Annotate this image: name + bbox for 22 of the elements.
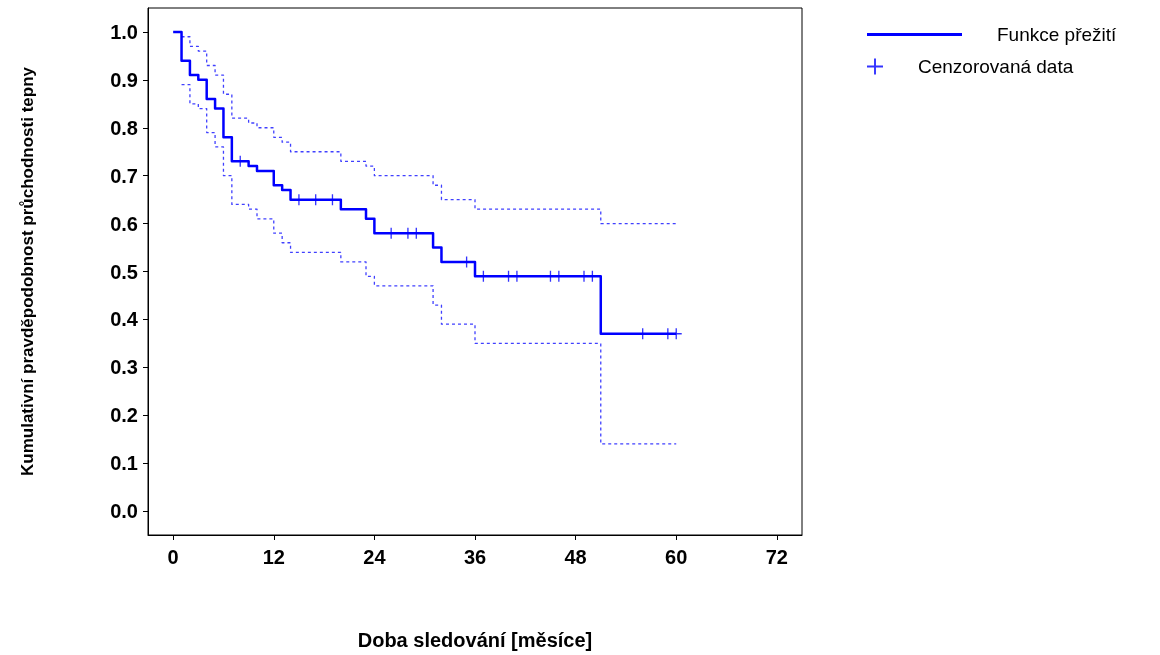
x-tick-label: 0 <box>167 546 179 568</box>
x-axis-title: Doba sledování [měsíce] <box>357 629 593 651</box>
legend-label: Cenzorovaná data <box>918 56 1074 77</box>
x-tick-label: 48 <box>564 546 587 568</box>
y-tick-label: 0.9 <box>110 68 138 91</box>
y-tick-label: 0.3 <box>110 356 138 379</box>
y-tick-label: 0.8 <box>110 116 138 139</box>
y-tick-label: 0.0 <box>110 500 138 523</box>
y-tick-label: 0.4 <box>110 308 139 331</box>
x-tick-label: 24 <box>363 546 387 568</box>
y-tick-label: 1.0 <box>110 20 138 43</box>
y-tick-label: 0.7 <box>110 164 138 187</box>
x-tick-label: 60 <box>665 546 688 568</box>
y-tick-label: 0.5 <box>110 260 138 283</box>
y-tick-label: 0.6 <box>110 212 138 235</box>
y-tick-label: 0.1 <box>110 452 138 475</box>
legend-label: Funkce přežití <box>997 24 1118 45</box>
x-tick-label: 36 <box>463 546 487 568</box>
y-axis-title: Kumulativní pravděpodobnost průchodnosti tepny <box>18 66 37 476</box>
x-tick-label: 12 <box>262 546 285 568</box>
y-tick-label: 0.2 <box>110 404 138 427</box>
x-tick-label: 72 <box>765 546 788 568</box>
